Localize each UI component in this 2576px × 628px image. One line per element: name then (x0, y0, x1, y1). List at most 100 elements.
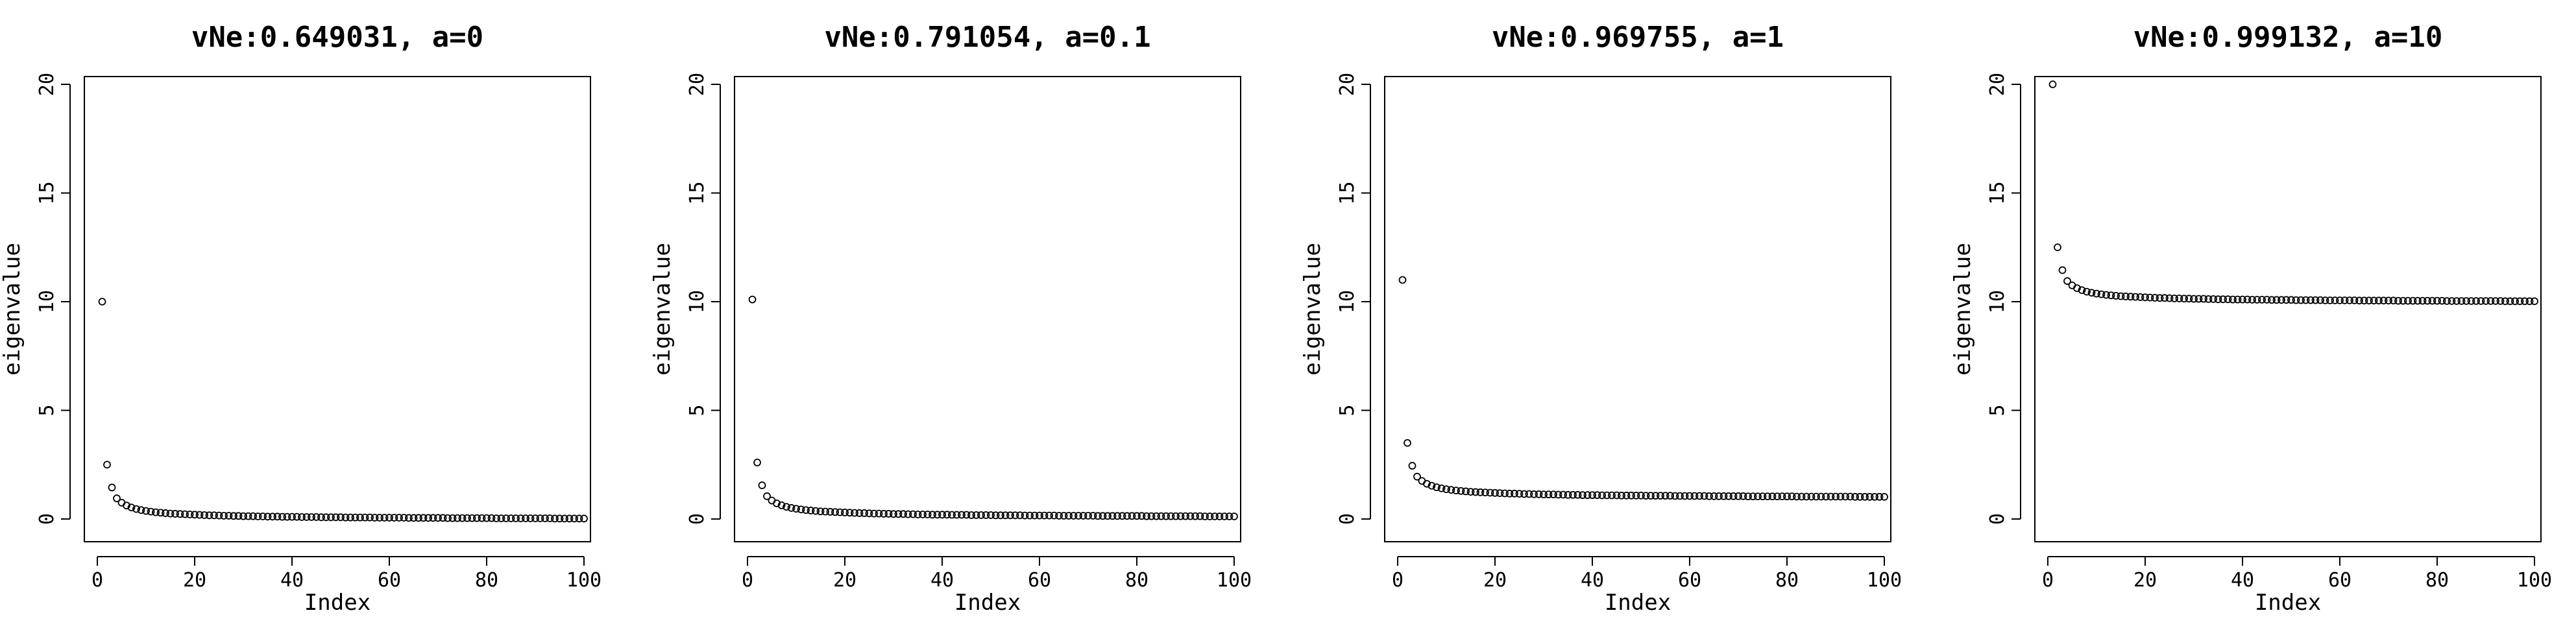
data-point (1094, 512, 1102, 520)
data-point (380, 514, 389, 522)
x-axis-label: Index (1605, 590, 1671, 616)
y-tick-label: 5 (36, 404, 58, 416)
data-point (2132, 293, 2139, 301)
data-point (1215, 513, 1224, 520)
data-point (2399, 296, 2407, 305)
data-point (507, 514, 515, 522)
data-point (2379, 296, 2388, 305)
data-point (400, 514, 408, 522)
data-point (1657, 492, 1664, 500)
data-point (2097, 290, 2106, 298)
data-point (259, 513, 267, 520)
data-point (1846, 492, 1854, 501)
data-point (899, 510, 907, 518)
data-point (2482, 297, 2490, 305)
x-tick-label: 80 (475, 569, 498, 592)
chart-panel-4: vNe:0.999132, a=10 0 20 40 60 80 100 0 5 10 15 20 In… (1950, 21, 2552, 616)
data-point (2287, 296, 2295, 304)
data-point (1788, 492, 1796, 501)
data-point (855, 509, 864, 517)
data-point (1050, 511, 1058, 520)
data-point (1452, 487, 1460, 495)
data-point (1754, 492, 1762, 501)
data-point (405, 514, 413, 522)
data-point (2068, 281, 2076, 289)
data-point (2331, 296, 2339, 304)
data-point (575, 514, 583, 523)
data-point (2156, 294, 2164, 302)
data-point (1060, 512, 1068, 520)
data-point (1157, 512, 1165, 520)
data-point (1505, 489, 1514, 498)
x-tick-label: 60 (2328, 569, 2351, 592)
data-point (2224, 295, 2232, 304)
data-point (1671, 492, 1679, 500)
data-point (802, 506, 810, 514)
data-point (283, 513, 291, 521)
x-axis-label: Index (304, 590, 371, 616)
data-point (1593, 491, 1601, 500)
data-point (1501, 489, 1509, 498)
y-tick-label: 0 (1336, 513, 1359, 525)
x-tick-label: 100 (1867, 569, 1902, 592)
data-point (239, 512, 247, 520)
data-point (2209, 295, 2217, 303)
data-point (1686, 492, 1694, 500)
data-point (1608, 491, 1616, 500)
data-point (1861, 492, 1869, 501)
data-point (1695, 492, 1703, 500)
x-tick-label: 80 (1775, 569, 1799, 592)
data-point (2385, 296, 2392, 305)
data-point (2122, 293, 2130, 300)
data-point (845, 509, 854, 517)
data-point (2404, 296, 2412, 305)
plot-frame (1384, 76, 1891, 542)
data-point (758, 481, 766, 489)
data-point (1579, 491, 1586, 500)
data-point (2272, 296, 2281, 304)
data-point (2194, 295, 2203, 303)
data-point (132, 505, 140, 513)
y-tick-label: 15 (1336, 181, 1359, 204)
data-point (2165, 294, 2174, 302)
data-point (1836, 492, 1845, 501)
plot-frame (84, 76, 591, 542)
data-point (1705, 492, 1713, 500)
x-tick-label: 0 (91, 569, 103, 592)
chart-title: vNe:0.969755, a=1 (1492, 21, 1784, 54)
data-point (1030, 511, 1039, 520)
x-tick-label: 20 (183, 569, 206, 592)
data-point (322, 513, 330, 522)
data-point (1627, 491, 1635, 500)
data-point (826, 508, 834, 516)
data-point (2126, 293, 2135, 301)
data-point (1201, 513, 1209, 520)
data-point (1137, 512, 1146, 520)
data-point (269, 513, 276, 521)
data-point (230, 512, 237, 520)
data-point (1447, 486, 1455, 494)
data-point (748, 295, 757, 304)
data-point (1710, 492, 1718, 500)
data-point (1206, 513, 1214, 520)
x-tick-label: 40 (2231, 569, 2254, 592)
data-point (2136, 293, 2145, 301)
chart-title: vNe:0.999132, a=10 (2133, 21, 2443, 54)
data-point (2302, 296, 2310, 304)
data-point (2448, 297, 2456, 305)
data-point (1016, 511, 1024, 520)
data-point (1152, 512, 1160, 520)
data-point (977, 511, 985, 519)
data-point (2112, 292, 2120, 300)
data-point (1040, 511, 1049, 520)
x-tick-label: 20 (833, 569, 857, 592)
data-point (1817, 492, 1825, 501)
data-point (2462, 297, 2470, 305)
data-point (797, 505, 805, 514)
data-point (1583, 491, 1592, 500)
data-point (1520, 490, 1528, 498)
data-point (2180, 295, 2188, 303)
data-point (2307, 296, 2315, 304)
data-point (376, 514, 383, 522)
data-point (502, 514, 510, 522)
